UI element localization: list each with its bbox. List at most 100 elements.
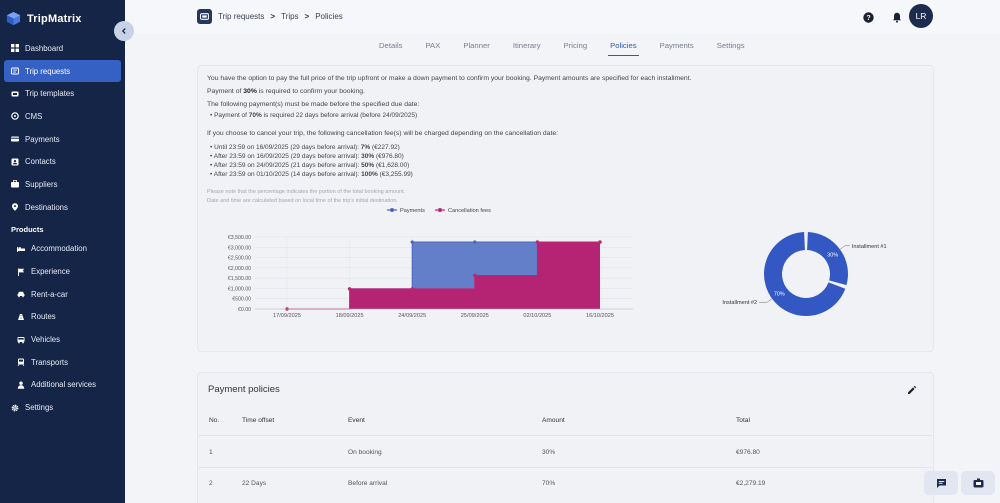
tab-pricing[interactable]: Pricing: [563, 41, 588, 50]
sidebar-item-label: Settings: [25, 403, 54, 413]
sidebar-item-accommodation[interactable]: Accommodation: [0, 238, 125, 261]
sidebar-item-trip-templates[interactable]: Trip templates: [0, 82, 125, 105]
payment-policies-card: Payment policies No. Time offset Event A…: [197, 372, 934, 503]
destination-pin-icon: [11, 203, 19, 211]
cancellation-series-point: [347, 287, 352, 291]
sidebar-item-contacts[interactable]: Contacts: [0, 150, 125, 173]
vehicle-icon: [17, 336, 25, 344]
following-payments-text: The following payment(s) must be made be…: [207, 101, 420, 108]
legend-label: Payments: [400, 208, 425, 214]
chat-button[interactable]: [924, 471, 958, 495]
tab-policies[interactable]: Policies: [608, 41, 639, 56]
y-tick-label: €3,500.00: [228, 235, 251, 241]
contacts-icon: [11, 158, 19, 166]
dashboard-icon: [11, 44, 19, 53]
cms-icon: [11, 112, 19, 121]
tripmatrix-logo-icon: [6, 11, 21, 26]
tab-settings[interactable]: Settings: [716, 41, 745, 50]
x-tick-label: 16/10/2025: [586, 313, 614, 319]
cancellation-item-percent: 100%: [361, 171, 378, 178]
tab-itinerary[interactable]: Itinerary: [512, 41, 541, 50]
installment-percent: 70%: [248, 112, 262, 119]
donut-value-label: 70%: [774, 291, 785, 297]
cancellation-item: After 23:59 on 24/09/2025 (21 days befor…: [210, 162, 410, 169]
edit-pencil-icon[interactable]: [907, 382, 917, 400]
sidebar-item-label: Payments: [25, 134, 60, 144]
trip-tabs: Details PAX Planner Itinerary Pricing Po…: [379, 41, 745, 56]
trip-request-icon: [11, 67, 19, 75]
sidebar-item-label: Dashboard: [25, 43, 64, 53]
timezone-note: Date and time are calculated based on lo…: [207, 198, 398, 204]
sidebar-item-cms[interactable]: CMS: [0, 105, 125, 128]
downpayment-pre: Payment of: [207, 88, 244, 95]
y-tick-label: €1,000.00: [228, 286, 251, 292]
payment-policies-title: Payment policies: [208, 384, 280, 395]
chat-icon: [936, 478, 946, 488]
sidebar-item-vehicles[interactable]: Vehicles: [0, 328, 125, 351]
collapse-sidebar-button[interactable]: [114, 21, 134, 41]
trip-request-shortcut-button[interactable]: [961, 471, 995, 495]
sidebar-item-dashboard[interactable]: Dashboard: [0, 37, 125, 60]
cancellation-series-point: [410, 287, 414, 291]
donut-category-label: Installment #1: [852, 244, 887, 250]
app-logo[interactable]: TripMatrix: [0, 0, 125, 30]
legend-marker: [438, 208, 442, 212]
sidebar-item-experience[interactable]: Experience: [0, 260, 125, 283]
tab-pax[interactable]: PAX: [425, 41, 441, 50]
svg-text:?: ?: [866, 15, 870, 22]
payments-series-point: [473, 240, 477, 244]
sidebar-item-transports[interactable]: Transports: [0, 351, 125, 374]
sidebar-item-payments[interactable]: Payments: [0, 128, 125, 151]
flag-icon: [17, 268, 25, 276]
sidebar-item-label: Accommodation: [31, 244, 87, 254]
tab-details[interactable]: Details: [379, 41, 403, 50]
sidebar-item-settings[interactable]: Settings: [0, 396, 125, 419]
breadcrumb-item-trip-requests[interactable]: Trip requests: [218, 12, 265, 21]
breadcrumb-separator: >: [270, 12, 276, 21]
percentage-note: Please note that the percentage indicate…: [207, 189, 406, 195]
cancellation-series-point: [535, 240, 540, 244]
x-tick-label: 17/09/2025: [273, 313, 301, 319]
row-number: 2: [209, 480, 213, 487]
installment-pre: Payment of: [214, 112, 249, 119]
tab-planner[interactable]: Planner: [463, 41, 490, 50]
payments-icon: [11, 135, 19, 143]
row-event: Before arrival: [348, 480, 388, 487]
user-avatar[interactable]: LR: [909, 4, 933, 28]
cancellation-item-pre: Until 23:59 on 16/09/2025 (29 days befor…: [214, 144, 361, 151]
x-tick-label: 18/09/2025: [336, 313, 364, 319]
cancellation-item-percent: 7%: [360, 144, 371, 151]
tab-payments[interactable]: Payments: [659, 41, 694, 50]
sidebar-item-trip-requests[interactable]: Trip requests: [4, 59, 121, 83]
y-tick-label: €2,000.00: [228, 266, 251, 272]
cancellation-item: Until 23:59 on 16/09/2025 (29 days befor…: [210, 144, 400, 151]
products-heading: Products: [11, 224, 44, 234]
x-tick-label: 02/10/2025: [523, 313, 551, 319]
cancellation-item-pre: After 23:59 on 01/10/2025 (14 days befor…: [213, 171, 362, 178]
downpayment-percent: 30%: [243, 88, 257, 95]
row-amount: 70%: [542, 480, 556, 487]
column-header-event: Event: [348, 417, 365, 424]
help-icon[interactable]: ?: [863, 10, 874, 28]
sidebar-item-rent-a-car[interactable]: Rent-a-car: [0, 283, 125, 306]
bed-icon: [17, 245, 25, 253]
sidebar-item-suppliers[interactable]: Suppliers: [0, 173, 125, 196]
breadcrumb-item-trips[interactable]: Trips: [281, 12, 299, 21]
sidebar-item-destinations[interactable]: Destinations: [0, 196, 125, 219]
cancellation-item: After 23:59 on 01/10/2025 (14 days befor…: [210, 171, 413, 178]
cancellation-series-line: [287, 241, 600, 310]
donut-slice: [764, 232, 846, 316]
sidebar-item-additional-services[interactable]: Additional services: [0, 374, 125, 397]
legend-marker: [390, 208, 394, 212]
installment-item: Payment of 70% is required 22 days befor…: [210, 112, 417, 119]
sidebar-item-label: Suppliers: [25, 179, 58, 189]
trip-request-icon: [197, 9, 212, 24]
row-amount: 30%: [542, 449, 556, 456]
notifications-bell-icon[interactable]: [892, 10, 902, 28]
cancellation-item-percent: 50%: [361, 162, 375, 169]
table-divider: [198, 467, 933, 468]
cancellation-item-post: (€976.80): [374, 153, 404, 160]
sidebar-item-routes[interactable]: Routes: [0, 306, 125, 329]
breadcrumb: Trip requests > Trips > Policies: [197, 9, 343, 24]
installment-post: is required 22 days before arrival (befo…: [261, 112, 418, 119]
